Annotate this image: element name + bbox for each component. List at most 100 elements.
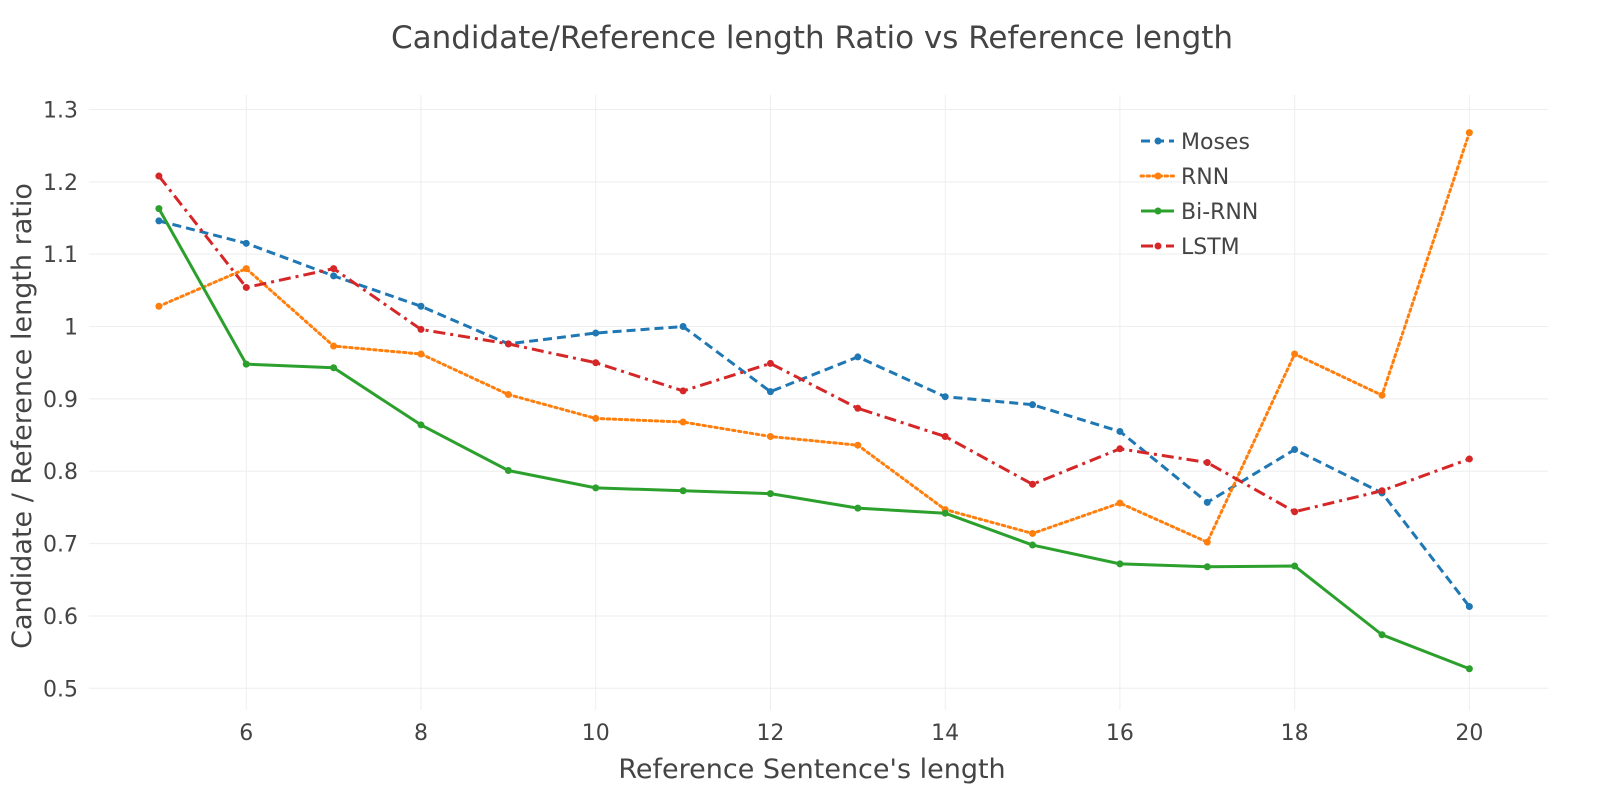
data-point-lstm-7	[330, 265, 338, 273]
data-point-bi-rnn-7	[330, 364, 338, 372]
legend: Moses RNN Bi-RNN LSTM	[1139, 130, 1258, 260]
data-point-lstm-16	[1116, 445, 1124, 453]
data-point-lstm-11	[679, 387, 687, 395]
x-tick-label-4: 14	[931, 721, 959, 746]
data-point-rnn-9	[504, 391, 512, 399]
data-point-bi-rnn-17	[1203, 563, 1211, 571]
data-point-bi-rnn-9	[504, 467, 512, 475]
y-axis-title: Candidate / Reference length ratio	[7, 183, 38, 649]
data-point-bi-rnn-20	[1465, 665, 1473, 673]
data-point-lstm-6	[242, 283, 250, 291]
y-tick-label-1: 0.6	[43, 605, 78, 630]
data-point-moses-6	[242, 239, 250, 247]
x-tick-label-6: 18	[1281, 721, 1309, 746]
data-point-lstm-10	[592, 359, 600, 367]
data-point-lstm-20	[1465, 455, 1473, 463]
grid	[89, 95, 1548, 710]
data-point-lstm-15	[1029, 480, 1037, 488]
x-tick-label-1: 8	[414, 721, 428, 746]
data-point-moses-16	[1116, 427, 1124, 435]
x-tick-label-7: 20	[1455, 721, 1483, 746]
data-point-rnn-16	[1116, 499, 1124, 507]
legend-marker-bi-rnn	[1154, 207, 1162, 215]
data-point-bi-rnn-5	[155, 205, 163, 213]
series-line-rnn	[157, 131, 1471, 544]
data-point-rnn-18	[1291, 350, 1299, 358]
series-points	[155, 129, 1473, 673]
x-tick-label-2: 10	[582, 721, 610, 746]
y-tick-label-3: 0.8	[43, 460, 78, 485]
data-point-moses-20	[1465, 603, 1473, 611]
data-point-lstm-13	[854, 404, 862, 412]
data-point-rnn-11	[679, 418, 687, 426]
data-point-moses-7	[330, 272, 338, 280]
tick-labels: 6 8 10 12 14 16 18 20 0.5 0.6 0.7 0.8 0.9 1 1.1 1.2 1.3	[43, 98, 1483, 746]
chart-title: Candidate/Reference length Ratio vs Refe…	[391, 20, 1233, 56]
series-lines	[157, 131, 1471, 671]
data-point-bi-rnn-8	[417, 421, 425, 429]
legend-marker-lstm	[1154, 242, 1162, 250]
data-point-rnn-7	[330, 342, 338, 350]
legend-marker-rnn	[1154, 172, 1162, 180]
data-point-lstm-8	[417, 325, 425, 333]
y-tick-label-7: 1.2	[43, 171, 78, 196]
y-tick-label-8: 1.3	[43, 98, 78, 123]
data-point-rnn-10	[592, 414, 600, 422]
y-tick-label-0: 0.5	[43, 677, 78, 702]
data-point-rnn-20	[1465, 129, 1473, 137]
legend-label-bi-rnn: Bi-RNN	[1181, 200, 1258, 225]
legend-label-rnn: RNN	[1181, 165, 1229, 190]
series-line-lstm	[157, 175, 1470, 514]
data-point-moses-10	[592, 329, 600, 337]
data-point-lstm-12	[766, 359, 774, 367]
legend-label-lstm: LSTM	[1181, 235, 1240, 260]
x-tick-label-0: 6	[239, 721, 253, 746]
y-tick-label-4: 0.9	[43, 388, 78, 413]
data-point-bi-rnn-6	[242, 360, 250, 368]
data-point-rnn-13	[854, 441, 862, 449]
data-point-moses-11	[679, 323, 687, 331]
series-line-moses	[158, 219, 1471, 608]
data-point-rnn-12	[766, 433, 774, 441]
data-point-bi-rnn-16	[1116, 560, 1124, 568]
data-point-moses-8	[417, 302, 425, 310]
data-point-bi-rnn-11	[679, 487, 687, 495]
data-point-lstm-17	[1203, 459, 1211, 467]
data-point-rnn-8	[417, 350, 425, 358]
data-point-rnn-19	[1378, 391, 1386, 399]
data-point-bi-rnn-13	[854, 504, 862, 512]
legend-marker-moses	[1154, 137, 1162, 145]
data-point-moses-13	[854, 353, 862, 361]
y-tick-label-6: 1.1	[43, 243, 78, 268]
data-point-moses-18	[1291, 446, 1299, 454]
data-point-moses-17	[1203, 498, 1211, 506]
data-point-lstm-19	[1378, 487, 1386, 495]
data-point-moses-12	[766, 388, 774, 396]
data-point-lstm-9	[504, 340, 512, 348]
y-tick-label-5: 1	[64, 316, 78, 341]
data-point-moses-14	[941, 393, 949, 401]
data-point-bi-rnn-18	[1291, 562, 1299, 570]
x-axis-title: Reference Sentence's length	[618, 754, 1005, 785]
x-tick-label-5: 16	[1106, 721, 1134, 746]
legend-label-moses: Moses	[1181, 130, 1250, 155]
data-point-bi-rnn-12	[766, 490, 774, 498]
data-point-bi-rnn-14	[941, 509, 949, 517]
data-point-bi-rnn-10	[592, 484, 600, 492]
data-point-lstm-5	[155, 172, 163, 180]
data-point-moses-5	[155, 217, 163, 225]
data-point-lstm-18	[1291, 508, 1299, 516]
data-point-rnn-5	[155, 302, 163, 310]
data-point-rnn-15	[1029, 529, 1037, 537]
data-point-rnn-6	[242, 265, 250, 273]
data-point-moses-15	[1029, 401, 1037, 409]
data-point-rnn-17	[1203, 538, 1211, 546]
data-point-bi-rnn-19	[1378, 631, 1386, 639]
series-line-bi-rnn	[157, 207, 1470, 671]
data-point-lstm-14	[941, 433, 949, 441]
y-tick-label-2: 0.7	[43, 533, 78, 558]
data-point-bi-rnn-15	[1029, 541, 1037, 549]
x-tick-label-3: 12	[756, 721, 784, 746]
